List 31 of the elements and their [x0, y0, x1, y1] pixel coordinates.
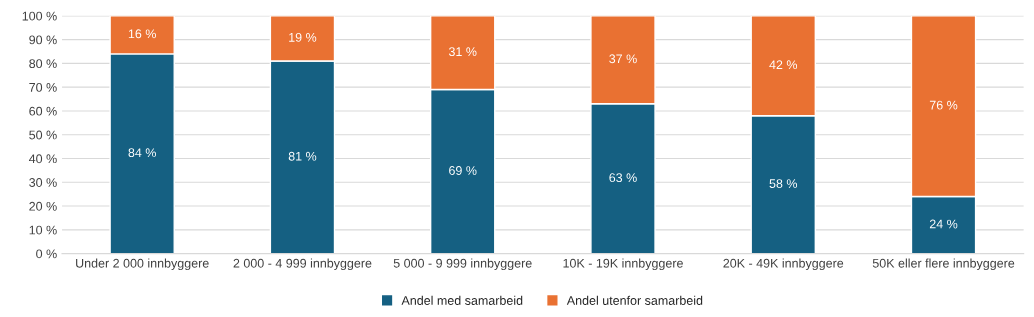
- data-label: 42 %: [769, 60, 798, 70]
- x-tick-label: 50K eller flere innbyggere: [872, 258, 1015, 271]
- data-label: 76 %: [929, 100, 958, 110]
- data-label: 58 %: [769, 179, 798, 189]
- y-tick-label: 0 %: [36, 249, 57, 259]
- y-tick-label: 40 %: [28, 154, 57, 164]
- data-label: 63 %: [609, 173, 637, 183]
- x-tick-label: Under 2 000 innbyggere: [76, 258, 209, 271]
- y-tick-label: 80 %: [29, 59, 57, 69]
- data-label: 69 %: [449, 166, 477, 175]
- legend-label: Andel med samarbeid: [401, 295, 523, 305]
- x-tick-label: 10K - 19K innbyggere: [563, 258, 683, 271]
- y-tick-label: 90 %: [29, 35, 57, 45]
- x-tick-label: 20K - 49K innbyggere: [723, 258, 844, 271]
- x-tick-label: 2 000 - 4 999 innbyggere: [233, 258, 372, 271]
- y-tick-label: 100 %: [22, 11, 57, 21]
- y-tick-label: 60 %: [29, 106, 57, 116]
- data-label: 81 %: [288, 151, 317, 161]
- data-label: 31 %: [448, 47, 477, 57]
- legend-label: Andel utenfor samarbeid: [566, 295, 703, 305]
- y-tick-label: 70 %: [29, 82, 57, 92]
- data-label: 84 %: [128, 148, 156, 158]
- data-label: 19 %: [289, 32, 317, 42]
- data-label: 16 %: [128, 29, 156, 39]
- data-label: 24 %: [929, 219, 958, 229]
- y-tick-label: 10 %: [29, 225, 57, 235]
- y-tick-label: 20 %: [29, 201, 57, 211]
- y-tick-label: 30 %: [29, 178, 57, 187]
- x-tick-label: 5 000 - 9 999 innbyggere: [393, 258, 532, 271]
- data-label: 37 %: [609, 54, 637, 64]
- y-tick-label: 50 %: [29, 130, 57, 140]
